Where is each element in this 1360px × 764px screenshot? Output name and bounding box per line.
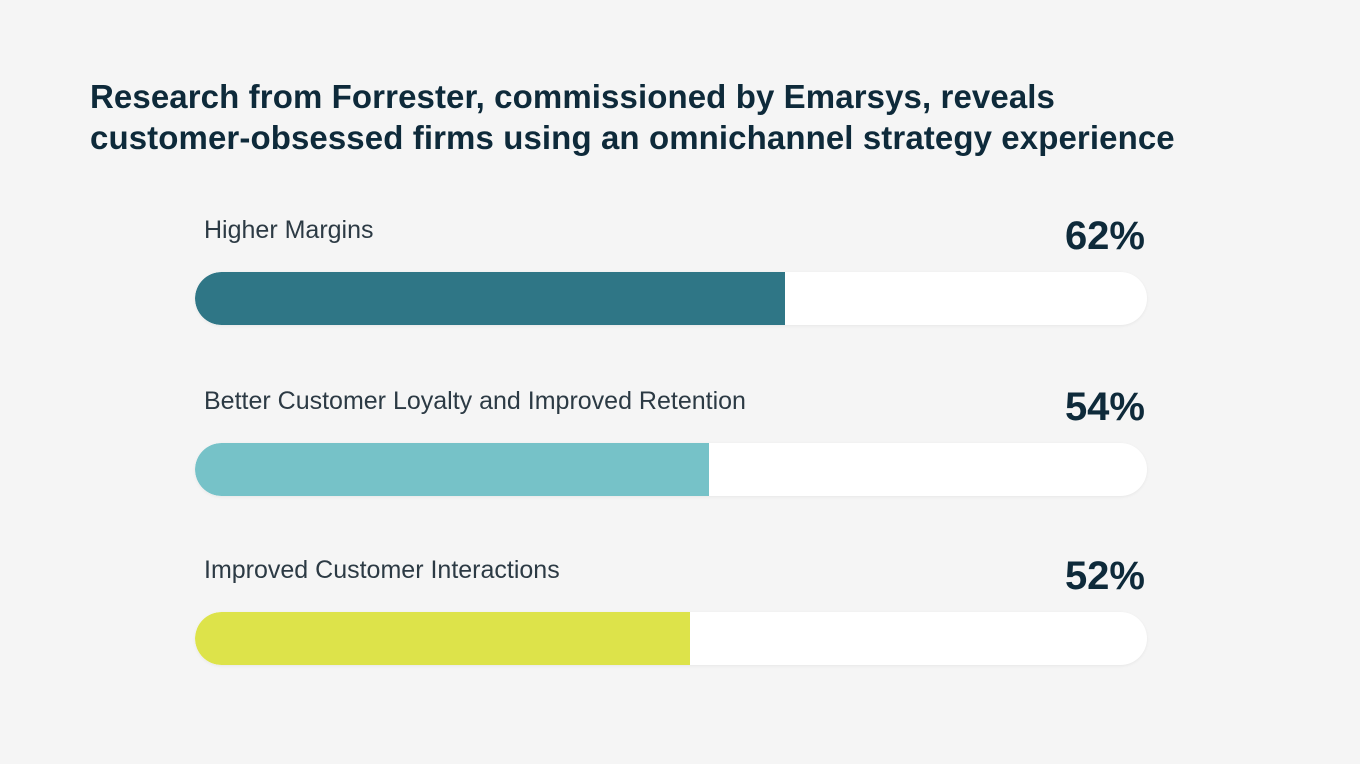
bar-row-customer-interactions: Improved Customer Interactions 52%: [195, 540, 1147, 670]
bar-row-customer-loyalty: Better Customer Loyalty and Improved Ret…: [195, 371, 1147, 501]
bar-label: Higher Margins: [204, 216, 374, 244]
bar-track: [195, 272, 1147, 325]
bar-track: [195, 612, 1147, 665]
bar-label: Improved Customer Interactions: [204, 556, 560, 584]
bar-fill: [195, 272, 786, 325]
bar-fill: [195, 443, 710, 496]
bar-value-label: 52%: [1064, 554, 1145, 598]
chart-title-line-1: Research from Forrester, commissioned by…: [90, 78, 1056, 115]
bar-row-higher-margins: Higher Margins 62%: [195, 200, 1147, 330]
bar-value-label: 62%: [1064, 214, 1145, 258]
bar-fill: [195, 612, 691, 665]
bar-track: [195, 443, 1147, 496]
bar-value-label: 54%: [1064, 385, 1145, 429]
bar-label: Better Customer Loyalty and Improved Ret…: [204, 387, 746, 415]
chart-title: Research from Forrester, commissioned by…: [90, 76, 1310, 158]
chart-title-line-2: customer-obsessed firms using an omnicha…: [90, 119, 1175, 156]
